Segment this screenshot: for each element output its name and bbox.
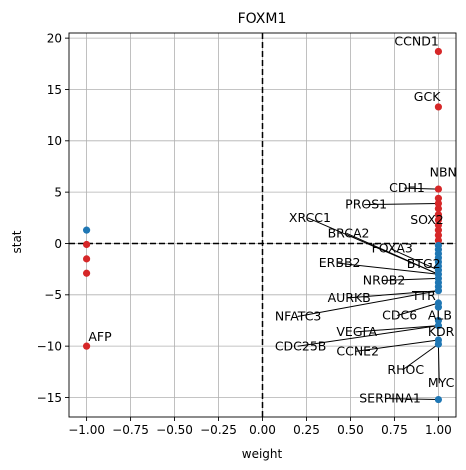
x-tick-label: 0.50 bbox=[337, 423, 364, 437]
data-point bbox=[434, 231, 443, 239]
annotation-label: TTR bbox=[411, 288, 436, 303]
data-point bbox=[434, 211, 443, 219]
data-point bbox=[434, 287, 443, 295]
y-tick-label: −15 bbox=[37, 391, 62, 405]
annotation-label: CDC6 bbox=[382, 307, 417, 322]
x-tick-label: −1.00 bbox=[68, 423, 105, 437]
annotation-leader-line bbox=[402, 343, 439, 371]
data-point bbox=[434, 226, 443, 234]
x-tick-label: 1.00 bbox=[425, 423, 452, 437]
annotation-leader-line bbox=[437, 344, 440, 384]
data-point bbox=[434, 236, 443, 245]
chart-title: FOXM1 bbox=[238, 11, 287, 27]
annotation-leader-line bbox=[355, 339, 439, 352]
x-axis-label: weight bbox=[242, 447, 283, 461]
data-point bbox=[434, 185, 443, 193]
data-point bbox=[82, 342, 91, 350]
annotation-label: RHOC bbox=[387, 362, 424, 377]
annotation-label: NFATC3 bbox=[275, 308, 322, 323]
data-point bbox=[434, 303, 443, 311]
annotation-label: ERBB2 bbox=[319, 255, 361, 270]
annotation-leader-line bbox=[355, 325, 439, 333]
annotation-label: MYC bbox=[428, 375, 455, 390]
annotation-label: KDR bbox=[428, 324, 455, 339]
annotation-label: ALB bbox=[428, 307, 452, 322]
annotation-label: CCNE2 bbox=[336, 343, 379, 358]
annotation-leader-line bbox=[297, 290, 439, 317]
annotation-label: NR0B2 bbox=[363, 273, 406, 288]
data-point bbox=[434, 103, 443, 111]
annotation-leader-line bbox=[297, 325, 439, 347]
annotation-label: AURKB bbox=[328, 290, 371, 305]
annotation-label: NBN bbox=[430, 165, 457, 180]
data-point bbox=[434, 340, 443, 348]
annotation-label: VEGFA bbox=[336, 324, 377, 339]
y-tick-label: 5 bbox=[54, 185, 62, 199]
x-tick-label: 0.75 bbox=[381, 423, 408, 437]
y-tick-label: 20 bbox=[47, 31, 62, 45]
y-tick-label: −10 bbox=[37, 339, 62, 353]
x-axis-ticks: −1.00 −0.75 −0.50 −0.25 0.00 0.25 0.50 0.75 1.00 bbox=[68, 417, 452, 437]
data-point bbox=[434, 395, 443, 404]
annotation-leader-line bbox=[346, 290, 439, 299]
data-point bbox=[82, 240, 91, 249]
data-point bbox=[434, 47, 443, 56]
x-tick-label: −0.75 bbox=[112, 423, 149, 437]
data-point bbox=[434, 221, 443, 229]
annotation-label: CDC25B bbox=[275, 338, 327, 353]
annotation-label: GCK bbox=[414, 89, 441, 104]
annotation-leader-line bbox=[390, 248, 439, 271]
x-tick-label: 0.00 bbox=[249, 423, 276, 437]
data-point bbox=[434, 194, 443, 202]
y-tick-label: 10 bbox=[47, 134, 62, 148]
annotation-leader-line bbox=[364, 202, 439, 206]
y-axis-ticks: −15 −10 −5 0 5 10 15 20 bbox=[37, 31, 69, 405]
annotation-label: SERPINA1 bbox=[359, 391, 421, 406]
data-point bbox=[82, 226, 91, 234]
data-point bbox=[434, 316, 443, 325]
x-tick-label: −0.25 bbox=[200, 423, 237, 437]
annotation-label: XRCC1 bbox=[289, 210, 331, 225]
annotation-label: CCND1 bbox=[394, 33, 438, 48]
annotation-leaders bbox=[297, 187, 440, 401]
annotation-label: SOX2 bbox=[410, 212, 444, 227]
y-tick-label: −5 bbox=[44, 288, 62, 302]
annotation-leader-line bbox=[346, 232, 439, 275]
x-tick-label: −0.50 bbox=[156, 423, 193, 437]
annotation-leader-line bbox=[397, 302, 439, 316]
data-point bbox=[434, 216, 443, 224]
y-tick-label: 15 bbox=[47, 83, 62, 97]
annotation-leader-line bbox=[381, 277, 439, 282]
annotation-label: AFP bbox=[88, 329, 112, 344]
x-tick-label: 0.25 bbox=[293, 423, 320, 437]
data-points bbox=[82, 47, 443, 404]
annotation-leader-line bbox=[404, 187, 439, 190]
annotation-label: PROS1 bbox=[345, 197, 387, 212]
y-axis-label: stat bbox=[10, 230, 24, 253]
data-point bbox=[434, 199, 443, 208]
annotation-leader-line bbox=[389, 398, 439, 401]
y-tick-label: 0 bbox=[54, 237, 62, 251]
data-point bbox=[82, 255, 91, 263]
data-point bbox=[434, 204, 443, 213]
annotation-label: BTG2 bbox=[407, 256, 441, 271]
data-point bbox=[434, 322, 443, 330]
reference-lines bbox=[69, 33, 456, 417]
annotation-label: CDH1 bbox=[389, 180, 425, 195]
data-point bbox=[82, 269, 91, 277]
annotation-label: FOXA3 bbox=[372, 241, 413, 256]
annotation-label: BRCA2 bbox=[328, 225, 370, 240]
annotation-leader-line bbox=[337, 262, 439, 275]
